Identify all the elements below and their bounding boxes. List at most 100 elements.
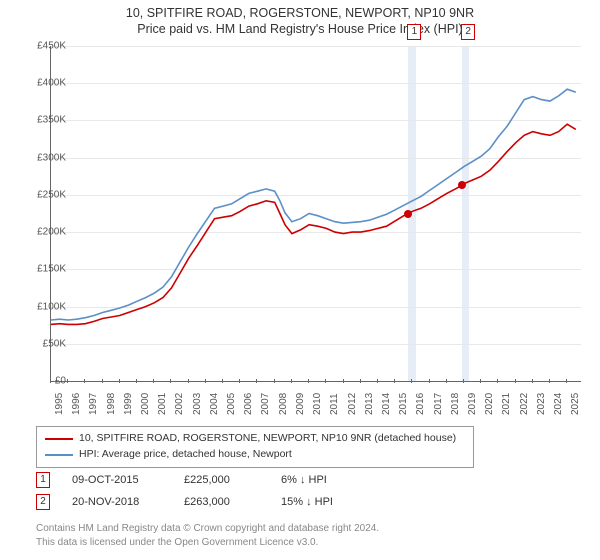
legend-label: HPI: Average price, detached house, Newp… [79,447,292,463]
x-tick-mark [480,379,481,383]
x-tick-mark [549,379,550,383]
y-tick-label: £400K [21,78,66,89]
x-tick-label: 2020 [484,393,495,415]
x-tick-label: 2018 [450,393,461,415]
y-tick-label: £0 [21,376,66,387]
x-tick-mark [308,379,309,383]
footer-line-2: This data is licensed under the Open Gov… [36,536,379,550]
sale-price: £225,000 [184,474,259,486]
sale-marker-box: 2 [461,24,475,40]
sale-diff: 15% ↓ HPI [281,496,371,508]
x-tick-mark [532,379,533,383]
x-tick-label: 2021 [501,393,512,415]
chart-lines [51,46,581,381]
legend-item: 10, SPITFIRE ROAD, ROGERSTONE, NEWPORT, … [45,431,465,447]
sale-index-box: 2 [36,494,50,510]
sale-dot [404,210,412,218]
sale-row: 1 09-OCT-2015 £225,000 6% ↓ HPI [36,472,371,488]
x-tick-mark [84,379,85,383]
x-tick-mark [515,379,516,383]
x-tick-label: 2010 [312,393,323,415]
x-tick-label: 2001 [157,393,168,415]
x-tick-mark [67,379,68,383]
x-tick-label: 2015 [398,393,409,415]
x-tick-label: 2024 [553,393,564,415]
x-tick-mark [343,379,344,383]
legend-swatch [45,438,73,440]
x-tick-mark [291,379,292,383]
x-tick-mark [446,379,447,383]
x-tick-label: 2009 [295,393,306,415]
sale-diff: 6% ↓ HPI [281,474,371,486]
x-tick-mark [429,379,430,383]
series-line-hpi [51,89,576,320]
y-tick-label: £250K [21,189,66,200]
legend-label: 10, SPITFIRE ROAD, ROGERSTONE, NEWPORT, … [79,431,456,447]
x-tick-label: 1999 [123,393,134,415]
y-tick-label: £200K [21,227,66,238]
x-tick-label: 2022 [519,393,530,415]
x-tick-mark [136,379,137,383]
x-tick-mark [256,379,257,383]
x-tick-mark [377,379,378,383]
sale-marker-box: 1 [407,24,421,40]
x-tick-label: 2014 [381,393,392,415]
sale-price: £263,000 [184,496,259,508]
x-tick-mark [274,379,275,383]
x-tick-label: 2000 [140,393,151,415]
sales-table: 1 09-OCT-2015 £225,000 6% ↓ HPI 2 20-NOV-2018… [36,472,371,516]
x-tick-label: 1998 [106,393,117,415]
x-tick-label: 2011 [329,393,340,415]
x-tick-label: 2005 [226,393,237,415]
footer-attribution: Contains HM Land Registry data © Crown c… [36,522,379,549]
x-tick-mark [222,379,223,383]
footer-line-1: Contains HM Land Registry data © Crown c… [36,522,379,536]
x-tick-label: 2007 [260,393,271,415]
x-tick-mark [394,379,395,383]
x-tick-label: 2016 [415,393,426,415]
x-tick-label: 2008 [278,393,289,415]
x-tick-label: 2012 [347,393,358,415]
x-tick-mark [239,379,240,383]
sale-dot [458,181,466,189]
chart-title: 10, SPITFIRE ROAD, ROGERSTONE, NEWPORT, … [0,6,600,20]
legend-swatch [45,454,73,456]
x-tick-mark [497,379,498,383]
y-tick-label: £100K [21,301,66,312]
x-tick-label: 2013 [364,393,375,415]
sale-date: 20-NOV-2018 [72,496,162,508]
x-tick-label: 2019 [467,393,478,415]
x-tick-label: 1996 [71,393,82,415]
y-tick-label: £450K [21,41,66,52]
x-tick-mark [153,379,154,383]
x-tick-mark [411,379,412,383]
x-tick-label: 2017 [433,393,444,415]
legend-box: 10, SPITFIRE ROAD, ROGERSTONE, NEWPORT, … [36,426,474,468]
x-tick-mark [360,379,361,383]
x-tick-label: 2004 [209,393,220,415]
chart-plot-area: 12 [50,46,581,382]
x-tick-label: 1995 [54,393,65,415]
x-tick-mark [119,379,120,383]
sale-index-box: 1 [36,472,50,488]
x-axis-ticks: 1995 1996 1997 1998 1999 2000 2001 2002 2003 2004… [50,383,580,423]
x-tick-label: 2006 [243,393,254,415]
x-tick-label: 2002 [174,393,185,415]
legend-item: HPI: Average price, detached house, Newp… [45,447,465,463]
x-tick-mark [188,379,189,383]
chart-subtitle: Price paid vs. HM Land Registry's House … [0,22,600,36]
x-tick-label: 1997 [88,393,99,415]
y-tick-label: £300K [21,152,66,163]
x-tick-mark [566,379,567,383]
x-tick-mark [102,379,103,383]
x-tick-mark [170,379,171,383]
x-tick-label: 2003 [192,393,203,415]
sale-date: 09-OCT-2015 [72,474,162,486]
x-tick-mark [205,379,206,383]
y-tick-label: £150K [21,264,66,275]
y-tick-label: £350K [21,115,66,126]
x-tick-mark [463,379,464,383]
y-tick-label: £50K [21,338,66,349]
sale-row: 2 20-NOV-2018 £263,000 15% ↓ HPI [36,494,371,510]
x-tick-label: 2023 [536,393,547,415]
